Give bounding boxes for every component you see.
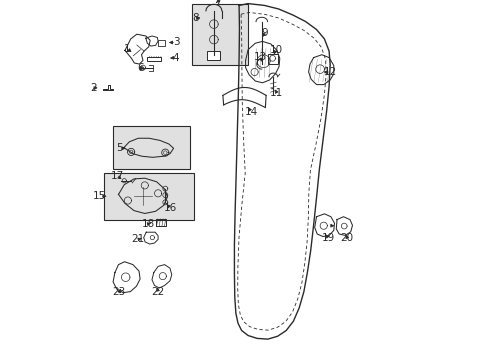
Text: 2: 2 xyxy=(90,83,97,93)
Bar xyxy=(146,57,161,61)
Bar xyxy=(158,40,164,46)
Bar xyxy=(267,54,277,64)
Text: 22: 22 xyxy=(151,287,164,297)
Text: 21: 21 xyxy=(131,234,144,244)
Text: 1: 1 xyxy=(124,44,131,54)
Text: 8: 8 xyxy=(192,13,199,23)
Text: 20: 20 xyxy=(340,233,353,243)
Text: 10: 10 xyxy=(269,45,282,55)
Text: 17: 17 xyxy=(111,171,124,181)
Bar xyxy=(104,173,194,220)
Text: 14: 14 xyxy=(244,107,257,117)
Text: 15: 15 xyxy=(93,191,106,201)
Text: 7: 7 xyxy=(215,0,222,6)
Text: 19: 19 xyxy=(321,233,334,243)
Text: 11: 11 xyxy=(270,88,283,98)
Text: 23: 23 xyxy=(112,287,125,297)
Text: 6: 6 xyxy=(137,63,143,73)
Text: 12: 12 xyxy=(324,67,337,77)
Text: 16: 16 xyxy=(164,203,177,213)
Bar xyxy=(113,126,190,169)
Text: 3: 3 xyxy=(172,37,179,48)
Text: 18: 18 xyxy=(141,219,154,229)
Bar xyxy=(207,51,220,60)
Text: 4: 4 xyxy=(172,53,179,63)
Text: 13: 13 xyxy=(254,52,267,62)
Bar xyxy=(192,4,247,65)
Text: 5: 5 xyxy=(116,143,122,153)
Text: 9: 9 xyxy=(261,28,267,38)
